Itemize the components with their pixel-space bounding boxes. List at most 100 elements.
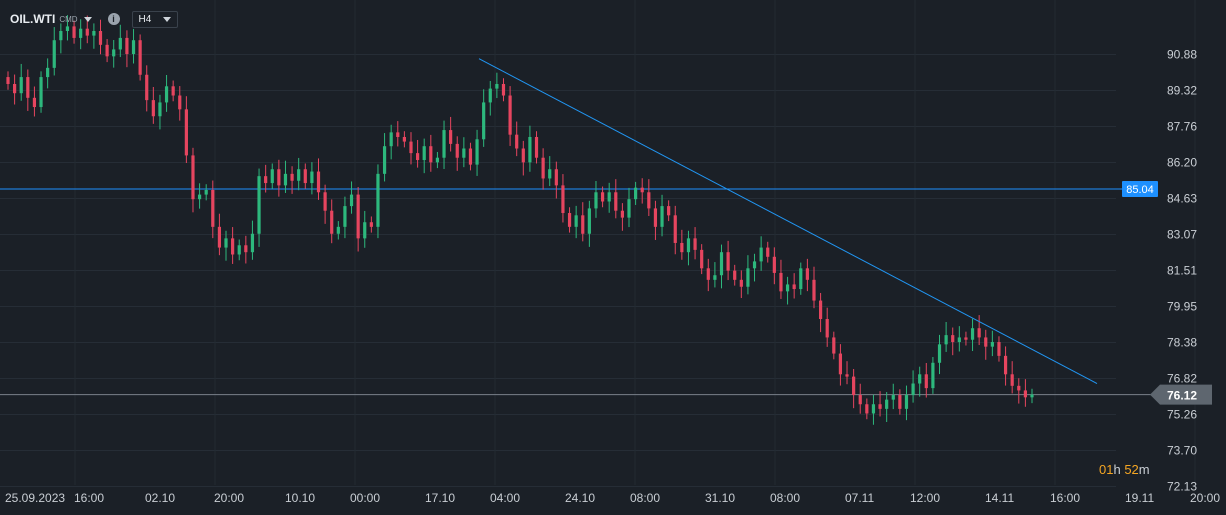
- candle-body: [911, 383, 915, 396]
- candle-body: [257, 176, 261, 234]
- candle-body: [594, 192, 598, 209]
- candle-body: [818, 300, 823, 319]
- candle-body: [990, 342, 994, 347]
- candle-body: [858, 395, 862, 405]
- candle-body: [264, 176, 268, 184]
- candle-body: [382, 146, 387, 174]
- candle-body: [541, 157, 545, 179]
- candle-body: [376, 173, 380, 227]
- x-tick-label: 12:00: [910, 491, 940, 505]
- candle-body: [455, 143, 459, 158]
- current-price-label: 76.12: [1167, 389, 1197, 403]
- x-tick-label: 31.10: [705, 491, 735, 505]
- candle-body: [442, 130, 446, 158]
- candle-body: [653, 208, 658, 227]
- candle-body: [488, 88, 492, 103]
- candle-body: [363, 222, 367, 239]
- candle-body: [812, 279, 816, 301]
- candle-body: [369, 222, 373, 227]
- timer-minutes: 52: [1124, 462, 1139, 477]
- candle-body: [184, 109, 188, 156]
- y-tick-label: 79.95: [1167, 300, 1197, 314]
- candle-body: [719, 252, 724, 276]
- candle-body: [739, 279, 743, 287]
- candle-body: [898, 395, 902, 409]
- candle-body: [673, 215, 677, 243]
- candle-body: [330, 210, 334, 234]
- x-tick-label: 02.10: [145, 491, 175, 505]
- candle-body: [98, 30, 103, 45]
- x-tick-label: 17.10: [425, 491, 455, 505]
- candle-body: [759, 247, 763, 262]
- candle-body: [614, 192, 618, 211]
- symbol-dropdown-icon[interactable]: [83, 16, 92, 22]
- candle-body: [713, 275, 717, 280]
- candle-body: [805, 268, 809, 280]
- symbol-name[interactable]: OIL.WTI: [10, 12, 56, 26]
- candle-body: [171, 86, 175, 96]
- y-tick-label: 90.88: [1167, 48, 1197, 62]
- candle-body: [746, 268, 750, 287]
- candle-body: [772, 256, 776, 273]
- candle-body: [852, 376, 856, 396]
- chart-grid: [0, 0, 1196, 487]
- candle-body: [924, 374, 928, 389]
- candle-body: [964, 337, 968, 340]
- y-tick-label: 89.32: [1167, 84, 1197, 98]
- hline-price-label: 85.04: [1126, 184, 1154, 196]
- y-tick-label: 78.38: [1167, 336, 1197, 350]
- x-tick-label: 16:00: [74, 491, 104, 505]
- candle-body: [1023, 390, 1027, 398]
- trendline-line: [478, 58, 1098, 384]
- y-tick-label: 75.26: [1167, 408, 1197, 422]
- candle-body: [792, 284, 796, 290]
- candle-body: [482, 102, 486, 140]
- candle-body: [495, 83, 499, 89]
- candle-body: [984, 337, 988, 347]
- candle-body: [6, 77, 10, 84]
- x-tick-label: 04:00: [490, 491, 520, 505]
- candle-body: [389, 132, 393, 147]
- candle-body: [885, 399, 889, 409]
- hline-price-tag: [1122, 181, 1158, 198]
- candle-body: [125, 37, 129, 55]
- candle-body: [250, 233, 255, 253]
- candle-body: [164, 86, 169, 103]
- candle-body: [396, 132, 400, 137]
- candle-body: [19, 77, 23, 94]
- candle-body: [528, 136, 532, 163]
- candle-body: [211, 189, 215, 227]
- candle-body: [660, 206, 664, 227]
- candle-body: [667, 206, 671, 216]
- candle-body: [766, 247, 770, 257]
- timeframe-select[interactable]: H4: [131, 10, 179, 28]
- candle-body: [627, 199, 631, 218]
- candle-body: [303, 169, 307, 184]
- candle-body: [904, 395, 909, 409]
- candle-body: [825, 318, 829, 338]
- y-tick-label: 76.82: [1167, 372, 1197, 386]
- candle-body: [26, 77, 30, 98]
- x-tick-label: 08:00: [770, 491, 800, 505]
- candle-body: [85, 28, 89, 36]
- y-tick-label: 83.07: [1167, 228, 1197, 242]
- candle-body: [52, 40, 56, 68]
- candle-countdown: 01h 52m: [1099, 462, 1150, 477]
- trendline: [478, 58, 1098, 384]
- candle-body: [634, 187, 638, 200]
- current-price-tag: [1150, 384, 1212, 405]
- x-tick-label: 08:00: [630, 491, 660, 505]
- candle-body: [1010, 374, 1014, 386]
- symbol-type: CMD: [59, 14, 78, 24]
- candle-body: [297, 169, 301, 181]
- candle-body: [957, 337, 961, 343]
- x-tick-label: 16:00: [1050, 491, 1080, 505]
- candle-body: [224, 238, 228, 248]
- candle-body: [290, 173, 294, 181]
- candle-body: [845, 374, 849, 377]
- candle-body: [59, 30, 63, 41]
- info-icon[interactable]: i: [107, 13, 120, 25]
- candle-body: [197, 194, 202, 200]
- candle-body: [270, 169, 274, 184]
